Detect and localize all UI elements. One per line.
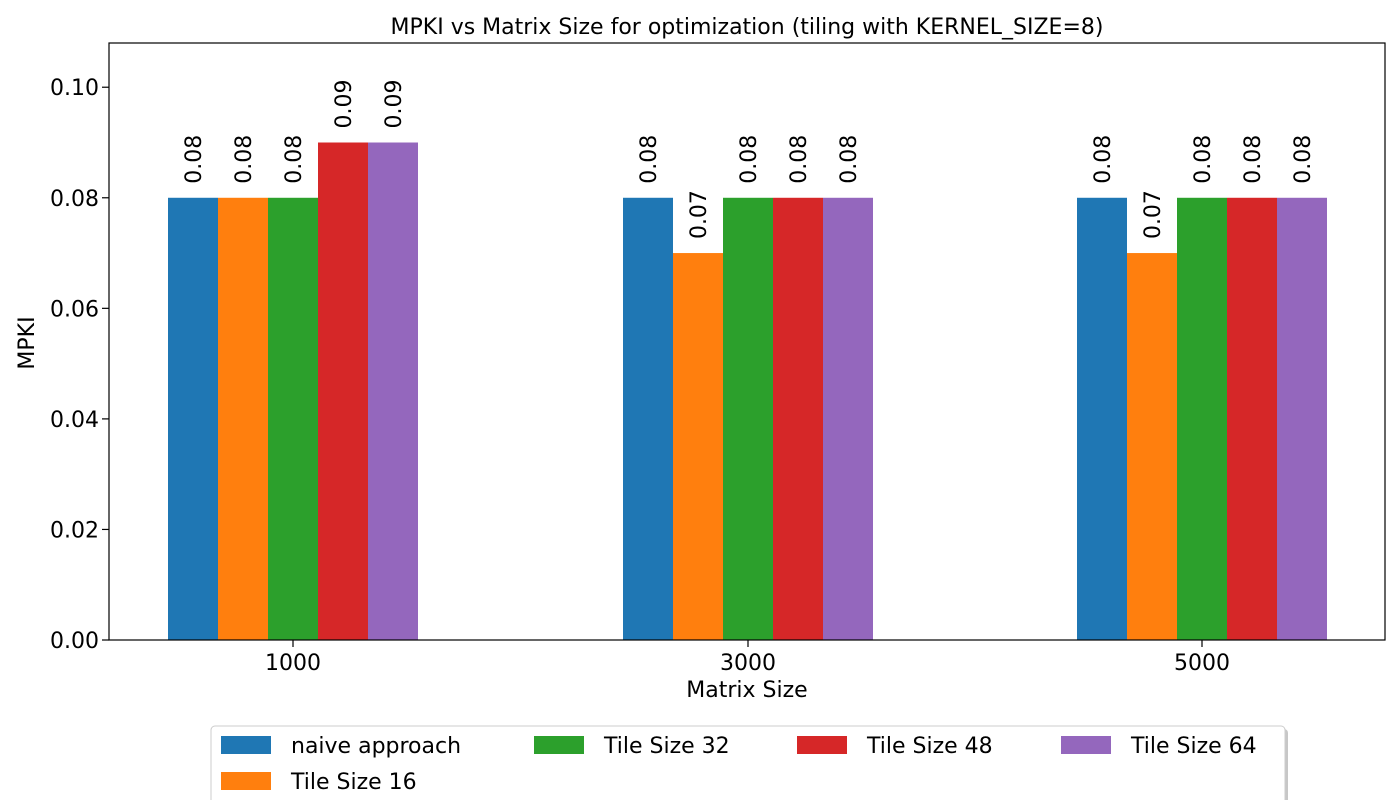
legend-label: Tile Size 48 xyxy=(866,734,993,759)
x-tick-label: 5000 xyxy=(1174,651,1230,676)
bar xyxy=(1277,197,1327,640)
bar xyxy=(773,197,823,640)
series-tile-size-48: 0.09 0.08 0.08 xyxy=(318,80,1277,640)
legend-item: Tile Size 64 xyxy=(1061,734,1257,759)
legend-item: Tile Size 32 xyxy=(534,734,730,759)
bar xyxy=(1127,253,1177,641)
x-tick-label: 1000 xyxy=(265,651,321,676)
y-tick-label: 0.00 xyxy=(50,629,99,654)
bar xyxy=(268,197,318,640)
legend-label: Tile Size 32 xyxy=(603,734,730,759)
x-axis-title: Matrix Size xyxy=(686,678,807,703)
y-axis: 0.00 0.02 0.04 0.06 0.08 0.10 xyxy=(50,76,109,654)
legend-swatch xyxy=(221,736,271,754)
legend-swatch xyxy=(797,736,847,754)
legend-item: Tile Size 16 xyxy=(221,770,417,795)
legend-label: naive approach xyxy=(291,734,461,759)
bar xyxy=(623,197,673,640)
bar-value-label: 0.08 xyxy=(1091,135,1116,184)
bar xyxy=(723,197,773,640)
plot-frame xyxy=(108,42,1386,641)
bar-value-label: 0.08 xyxy=(282,135,307,184)
bar xyxy=(318,142,368,640)
bar xyxy=(218,197,268,640)
bar-value-label: 0.08 xyxy=(787,135,812,184)
bar-value-label: 0.08 xyxy=(837,135,862,184)
bar xyxy=(673,253,723,641)
bar-value-label: 0.08 xyxy=(1191,135,1216,184)
legend-item: naive approach xyxy=(221,734,461,759)
legend: naive approach Tile Size 16 Tile Size 32 Ti… xyxy=(210,725,1288,800)
y-tick-label: 0.02 xyxy=(50,518,99,543)
bar-value-label: 0.07 xyxy=(1141,190,1166,239)
bar xyxy=(1227,197,1277,640)
bar xyxy=(368,142,418,640)
legend-swatch xyxy=(1061,736,1111,754)
bar-value-label: 0.08 xyxy=(637,135,662,184)
bar xyxy=(1177,197,1227,640)
y-tick-label: 0.10 xyxy=(50,76,99,101)
bar xyxy=(1077,197,1127,640)
series-tile-size-16: 0.08 0.07 0.07 xyxy=(218,135,1177,641)
bar-value-label: 0.08 xyxy=(737,135,762,184)
y-tick-label: 0.08 xyxy=(50,187,99,212)
bar-value-label: 0.08 xyxy=(182,135,207,184)
chart-title: MPKI vs Matrix Size for optimization (ti… xyxy=(391,15,1104,40)
series-naive-approach: 0.08 0.08 0.08 xyxy=(168,135,1127,640)
legend-swatch xyxy=(534,736,584,754)
bar xyxy=(823,197,873,640)
bar-value-label: 0.07 xyxy=(687,190,712,239)
x-tick-label: 3000 xyxy=(720,651,776,676)
y-axis-title: MPKI xyxy=(15,316,40,369)
bar-value-label: 0.08 xyxy=(232,135,257,184)
x-axis: 1000 3000 5000 xyxy=(265,640,1230,676)
legend-label: Tile Size 16 xyxy=(290,770,417,795)
y-tick-label: 0.06 xyxy=(50,297,99,322)
bar-value-label: 0.09 xyxy=(382,80,407,129)
series-tile-size-64: 0.09 0.08 0.08 xyxy=(368,80,1327,640)
plot-area: 0.08 0.08 0.080.080.07 0.070.08 0.08 0.080.09… xyxy=(168,80,1327,641)
legend-swatch xyxy=(221,772,271,790)
bar-value-label: 0.08 xyxy=(1241,135,1266,184)
bar-value-label: 0.08 xyxy=(1291,135,1316,184)
bar xyxy=(168,197,218,640)
bar-value-label: 0.09 xyxy=(332,80,357,129)
legend-box xyxy=(210,725,1286,800)
series-tile-size-32: 0.08 0.08 0.08 xyxy=(268,135,1227,640)
legend-item: Tile Size 48 xyxy=(797,734,993,759)
legend-label: Tile Size 64 xyxy=(1130,734,1257,759)
y-tick-label: 0.04 xyxy=(50,408,99,433)
